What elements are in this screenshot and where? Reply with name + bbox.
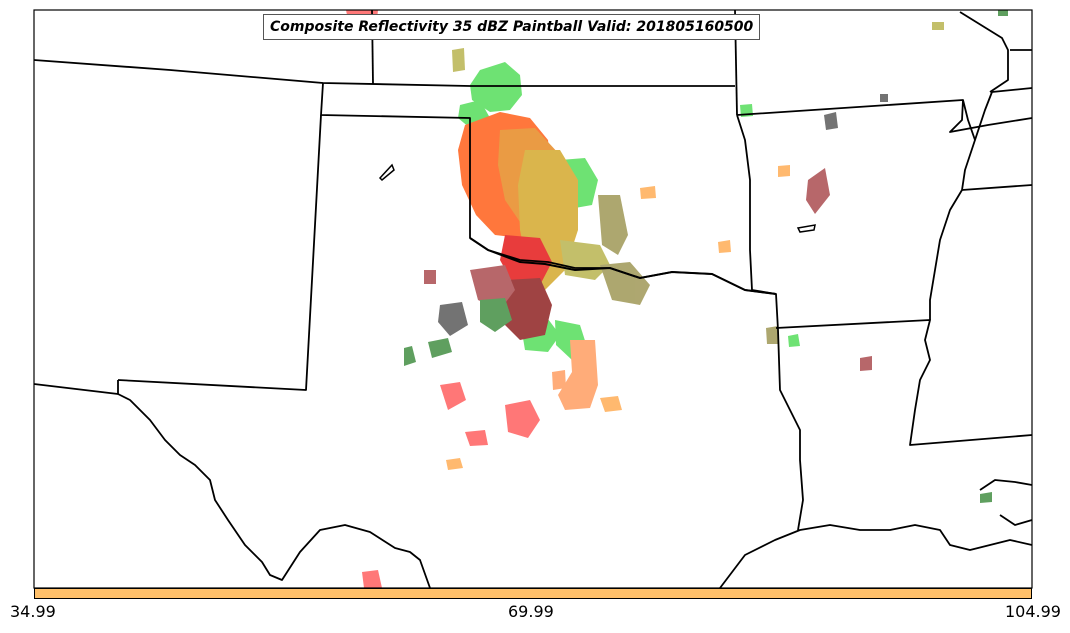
storm-cell-maroon [806, 168, 830, 214]
storm-cell-maroon [860, 356, 872, 371]
storm-cell-light-orange [600, 396, 622, 412]
storm-cell-khaki [598, 195, 628, 255]
reflectivity-layer [346, 10, 1008, 588]
colorbar-tick-max: 104.99 [1005, 602, 1061, 621]
storm-cell-salmon [440, 382, 466, 410]
storm-cell-light-orange [446, 458, 463, 470]
storm-cell-salmon [505, 400, 540, 438]
storm-cell-dark-gray [880, 94, 888, 102]
storm-cell-green [788, 334, 800, 347]
storm-cell-olive [932, 22, 944, 30]
colorbar-tick-min: 34.99 [10, 602, 56, 621]
storm-cell-light-orange [640, 186, 656, 199]
storm-cell-peach [552, 370, 566, 390]
storm-cell-dark-green [428, 338, 452, 358]
storm-cell-dark-green [980, 492, 992, 503]
lake [796, 224, 816, 233]
storm-cell-maroon [424, 270, 436, 284]
storm-cell-salmon [362, 570, 382, 588]
colorbar-tick-mid: 69.99 [508, 602, 554, 621]
storm-cell-dark-green [998, 10, 1008, 16]
storm-cell-green [470, 62, 522, 112]
storm-cell-khaki [766, 326, 778, 344]
state-borders [33, 9, 1033, 589]
storm-cell-dark-green [404, 346, 416, 366]
storm-cell-olive [560, 240, 610, 280]
storm-cell-peach [558, 340, 598, 410]
storm-cell-light-orange [778, 165, 790, 177]
storm-cell-salmon [465, 430, 488, 446]
storm-cell-light-orange [718, 240, 731, 253]
storm-cell-khaki [600, 262, 650, 305]
storm-cell-dark-green [480, 298, 512, 332]
lake [378, 163, 395, 182]
colorbar [34, 588, 1032, 599]
red-river-border [469, 237, 777, 295]
storm-cell-dark-gray [824, 112, 838, 130]
storm-cell-dark-gray [438, 302, 468, 336]
map-title: Composite Reflectivity 35 dBZ Paintball … [263, 14, 761, 40]
storm-cell-olive [452, 48, 465, 72]
storm-cell-dark-red [500, 278, 552, 340]
